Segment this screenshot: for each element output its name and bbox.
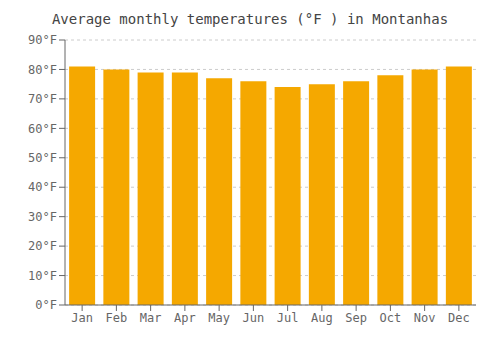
svg-text:Jul: Jul xyxy=(277,311,299,325)
svg-text:80°F: 80°F xyxy=(28,63,57,77)
svg-text:40°F: 40°F xyxy=(28,180,57,194)
svg-text:50°F: 50°F xyxy=(28,151,57,165)
svg-text:0°F: 0°F xyxy=(35,298,57,312)
svg-text:Mar: Mar xyxy=(140,311,162,325)
svg-text:30°F: 30°F xyxy=(28,210,57,224)
svg-text:May: May xyxy=(208,311,230,325)
svg-text:70°F: 70°F xyxy=(28,92,57,106)
svg-text:90°F: 90°F xyxy=(28,33,57,47)
svg-text:Sep: Sep xyxy=(345,311,367,325)
svg-text:Apr: Apr xyxy=(174,311,196,325)
svg-text:Feb: Feb xyxy=(106,311,128,325)
svg-text:Oct: Oct xyxy=(380,311,402,325)
svg-text:20°F: 20°F xyxy=(28,239,57,253)
svg-text:Jan: Jan xyxy=(71,311,93,325)
svg-text:10°F: 10°F xyxy=(28,269,57,283)
svg-text:Dec: Dec xyxy=(448,311,470,325)
svg-text:Aug: Aug xyxy=(311,311,333,325)
html-text:Average monthly temperatures (: Average monthly temperatures (°F ) in Mo… xyxy=(51,11,449,27)
svg-text:60°F: 60°F xyxy=(28,122,57,136)
svg-text:Jun: Jun xyxy=(243,311,265,325)
svg-text:Nov: Nov xyxy=(414,311,436,325)
